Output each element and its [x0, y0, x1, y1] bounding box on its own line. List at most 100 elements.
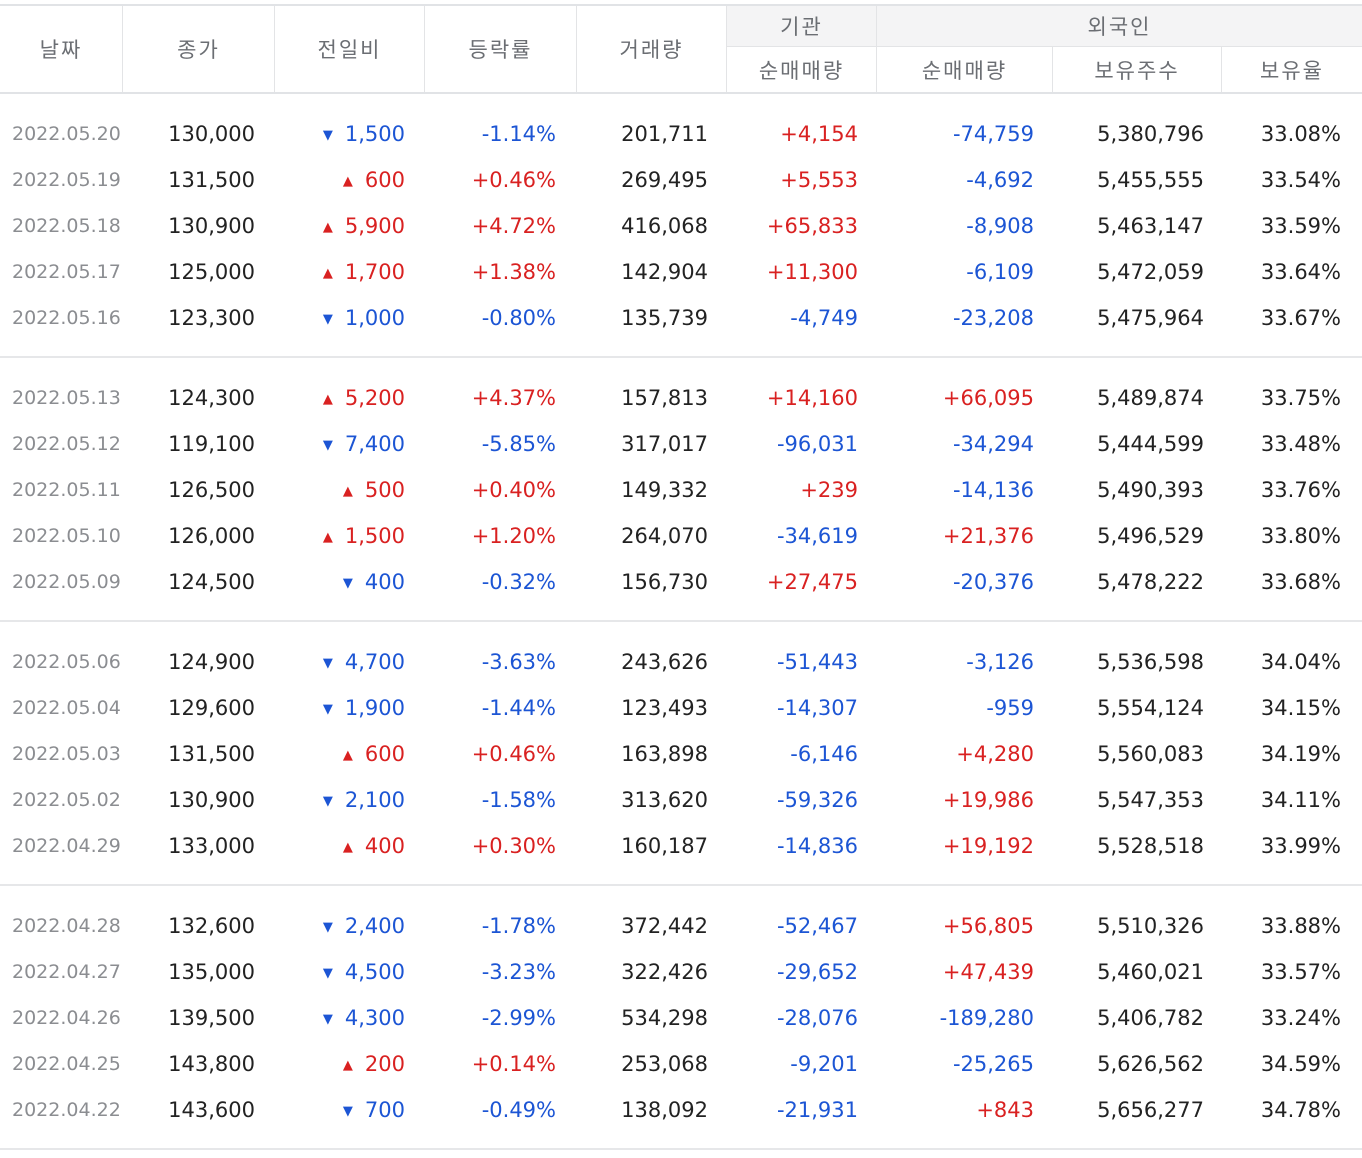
- cell-inst-net: -28,076: [776, 1006, 858, 1030]
- table-row: 2022.04.28 132,600 ▼ 2,400 -1.78% 372,442 -52,…: [0, 903, 1362, 949]
- cell-rate: -2.99%: [481, 1006, 556, 1030]
- cell-foreign-holdings: 5,475,964: [1097, 306, 1204, 330]
- cell-volume: 156,730: [621, 570, 708, 594]
- cell-foreign-ratio: 33.99%: [1260, 834, 1341, 858]
- down-triangle-icon: ▼: [322, 1012, 333, 1027]
- cell-diff: ▼ 1,000: [275, 295, 405, 341]
- cell-foreign-holdings: 5,528,518: [1097, 834, 1204, 858]
- header-divider: [122, 6, 123, 92]
- cell-diff-value: 2,400: [344, 914, 405, 938]
- up-triangle-icon: ▲: [342, 484, 353, 499]
- cell-date: 2022.05.19: [12, 169, 121, 191]
- down-triangle-icon: ▼: [342, 576, 353, 591]
- cell-foreign-net: -14,136: [952, 478, 1034, 502]
- cell-close: 123,300: [168, 306, 255, 330]
- cell-close: 124,500: [168, 570, 255, 594]
- cell-volume: 201,711: [621, 122, 708, 146]
- cell-rate: +4.72%: [471, 214, 556, 238]
- cell-date: 2022.05.17: [12, 261, 121, 283]
- cell-close: 130,000: [168, 122, 255, 146]
- cell-foreign-net: -25,265: [952, 1052, 1034, 1076]
- cell-rate: -1.44%: [481, 696, 556, 720]
- cell-inst-net: -6,146: [790, 742, 858, 766]
- cell-foreign-net: +47,439: [942, 960, 1034, 984]
- cell-foreign-holdings: 5,478,222: [1097, 570, 1204, 594]
- cell-close: 131,500: [168, 742, 255, 766]
- cell-diff: ▲ 1,500: [275, 513, 405, 559]
- cell-date: 2022.04.25: [12, 1053, 121, 1075]
- cell-diff-value: 1,700: [344, 260, 405, 284]
- down-triangle-icon: ▼: [322, 966, 333, 981]
- header-close: 종가: [177, 38, 220, 62]
- cell-inst-net: -34,619: [776, 524, 858, 548]
- cell-close: 125,000: [168, 260, 255, 284]
- cell-inst-net: -21,931: [776, 1098, 858, 1122]
- cell-foreign-ratio: 34.15%: [1260, 696, 1341, 720]
- cell-rate: +0.46%: [471, 168, 556, 192]
- cell-foreign-holdings: 5,547,353: [1097, 788, 1204, 812]
- cell-diff: ▼ 4,700: [275, 639, 405, 685]
- cell-foreign-ratio: 33.68%: [1260, 570, 1341, 594]
- cell-volume: 157,813: [621, 386, 708, 410]
- cell-date: 2022.05.03: [12, 743, 121, 765]
- cell-rate: -0.49%: [481, 1098, 556, 1122]
- cell-foreign-net: -4,692: [966, 168, 1034, 192]
- cell-foreign-net: +4,280: [956, 742, 1034, 766]
- cell-date: 2022.05.10: [12, 525, 121, 547]
- group-separator: [0, 1148, 1362, 1150]
- cell-foreign-ratio: 34.78%: [1260, 1098, 1341, 1122]
- down-triangle-icon: ▼: [342, 1104, 353, 1119]
- cell-diff: ▲ 500: [275, 467, 405, 513]
- cell-foreign-ratio: 33.64%: [1260, 260, 1341, 284]
- cell-close: 130,900: [168, 788, 255, 812]
- header-divider: [424, 6, 425, 92]
- cell-rate: +1.20%: [471, 524, 556, 548]
- header-subdivider: [727, 46, 1362, 47]
- cell-foreign-holdings: 5,510,326: [1097, 914, 1204, 938]
- cell-diff-value: 200: [364, 1052, 405, 1076]
- group-separator: [0, 356, 1362, 358]
- cell-rate: +0.30%: [471, 834, 556, 858]
- cell-close: 124,900: [168, 650, 255, 674]
- cell-diff: ▲ 5,200: [275, 375, 405, 421]
- table-row: 2022.05.10 126,000 ▲ 1,500 +1.20% 264,070 -34,…: [0, 513, 1362, 559]
- cell-foreign-holdings: 5,554,124: [1097, 696, 1204, 720]
- header-divider: [1052, 47, 1053, 92]
- cell-foreign-holdings: 5,560,083: [1097, 742, 1204, 766]
- cell-volume: 142,904: [621, 260, 708, 284]
- cell-diff-value: 500: [364, 478, 405, 502]
- header-foreign-ratio: 보유율: [1260, 58, 1324, 83]
- cell-inst-net: -14,307: [776, 696, 858, 720]
- cell-foreign-net: -23,208: [952, 306, 1034, 330]
- up-triangle-icon: ▲: [322, 266, 333, 281]
- cell-diff: ▼ 4,300: [275, 995, 405, 1041]
- table-row: 2022.05.09 124,500 ▼ 400 -0.32% 156,730 +27,47…: [0, 559, 1362, 605]
- cell-rate: -0.32%: [481, 570, 556, 594]
- header-institution: 기관: [727, 6, 876, 46]
- cell-volume: 264,070: [621, 524, 708, 548]
- cell-volume: 322,426: [621, 960, 708, 984]
- cell-volume: 138,092: [621, 1098, 708, 1122]
- table-row: 2022.05.20 130,000 ▼ 1,500 -1.14% 201,711 +4,1…: [0, 111, 1362, 157]
- cell-rate: -1.14%: [481, 122, 556, 146]
- header-bottom-rule: [0, 92, 1362, 94]
- cell-foreign-holdings: 5,626,562: [1097, 1052, 1204, 1076]
- cell-diff-value: 5,200: [344, 386, 405, 410]
- header-foreign-holdings: 보유주수: [1094, 58, 1180, 83]
- cell-inst-net: -96,031: [776, 432, 858, 456]
- cell-rate: -1.58%: [481, 788, 556, 812]
- cell-date: 2022.04.29: [12, 835, 121, 857]
- header-divider: [274, 6, 275, 92]
- table-top-rule: [0, 4, 1362, 6]
- header-diff: 전일비: [317, 38, 382, 62]
- cell-diff-value: 700: [364, 1098, 405, 1122]
- table-row: 2022.05.03 131,500 ▲ 600 +0.46% 163,898 -6,146…: [0, 731, 1362, 777]
- down-triangle-icon: ▼: [322, 312, 333, 327]
- cell-inst-net: +14,160: [766, 386, 858, 410]
- cell-close: 119,100: [168, 432, 255, 456]
- cell-close: 133,000: [168, 834, 255, 858]
- cell-rate: +0.14%: [471, 1052, 556, 1076]
- cell-diff: ▲ 600: [275, 157, 405, 203]
- cell-inst-net: -9,201: [790, 1052, 858, 1076]
- cell-volume: 372,442: [621, 914, 708, 938]
